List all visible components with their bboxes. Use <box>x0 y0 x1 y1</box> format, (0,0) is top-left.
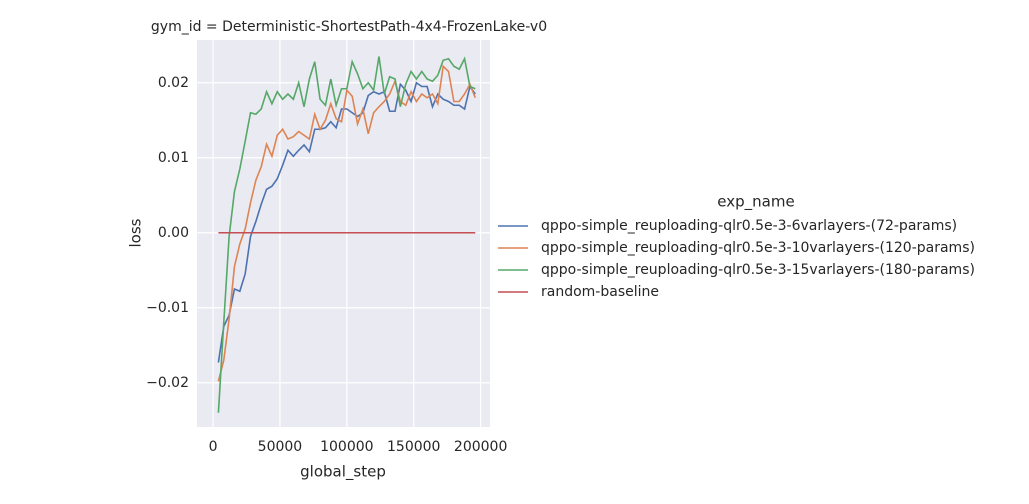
x-tick-label: 50000 <box>258 439 303 455</box>
y-tick-label: 0.02 <box>158 75 189 91</box>
x-tick-label: 100000 <box>320 439 373 455</box>
legend-title: exp_name <box>717 193 794 212</box>
y-tick-label: 0.01 <box>158 150 189 166</box>
y-tick-label: −0.01 <box>146 300 189 316</box>
series-line <box>217 81 476 363</box>
x-tick-label: 0 <box>209 439 218 455</box>
legend-label: qppo-simple_reuploading-qlr0.5e-3-10varl… <box>541 240 975 256</box>
series-line <box>217 64 477 382</box>
x-tick-label: 200000 <box>454 439 507 455</box>
chart-title: gym_id = Deterministic-ShortestPath-4x4-… <box>151 19 547 35</box>
legend-label: random-baseline <box>541 284 659 300</box>
series-line <box>217 56 476 413</box>
x-axis-label: global_step <box>300 463 386 482</box>
x-tick-label: 150000 <box>387 439 440 455</box>
y-tick-label: −0.02 <box>146 375 189 391</box>
y-axis-label: loss <box>127 218 145 247</box>
legend-label: qppo-simple_reuploading-qlr0.5e-3-6varla… <box>541 218 957 234</box>
legend-label: qppo-simple_reuploading-qlr0.5e-3-15varl… <box>541 262 975 278</box>
y-tick-label: 0.00 <box>158 225 189 241</box>
